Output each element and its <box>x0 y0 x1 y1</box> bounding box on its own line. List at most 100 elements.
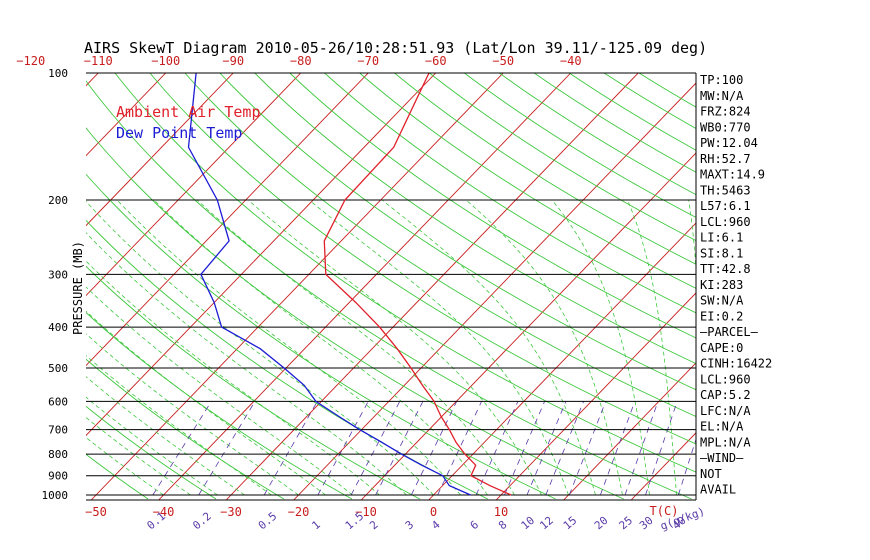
mixing-ratio-line <box>599 401 636 496</box>
pressure-tick-label: 500 <box>48 362 68 375</box>
sounding-index-label: MAXT:14.9 <box>700 168 765 182</box>
top-temperature-axis: −120 −110 −100 −90 −80 −70 −60 −50 −40 <box>16 54 581 68</box>
moist-adiabat-line <box>86 310 326 496</box>
mixing-ratio-line <box>526 401 567 496</box>
sounding-index-label: WB0:770 <box>700 120 751 134</box>
mixing-ratio-label: 0.2 <box>190 510 214 533</box>
top-temp-tick-label: −50 <box>492 54 514 68</box>
moist-adiabat-line <box>86 333 299 496</box>
mixing-ratio-label: 3 <box>403 518 416 532</box>
isotherm-line <box>86 73 437 437</box>
legend-dew-point-temp: Dew Point Temp <box>116 124 242 142</box>
sounding-index-label: KI:283 <box>700 278 743 292</box>
dry-adiabat-line <box>534 73 696 173</box>
sounding-index-label: TP:100 <box>700 73 743 87</box>
moist-adiabat-line <box>86 396 218 496</box>
isotherm-line <box>90 73 504 500</box>
sounding-index-label: AVAIL <box>700 483 736 497</box>
series-line-dew-point-temp <box>187 73 471 496</box>
moist-adiabat-line <box>86 286 353 496</box>
mixing-ratio-line <box>545 401 584 496</box>
mixing-ratio-line <box>410 401 458 496</box>
sounding-index-label: CINH:16422 <box>700 357 772 371</box>
mixing-ratio-line <box>624 401 659 496</box>
moist-adiabat-line <box>86 200 434 496</box>
isotherm-line <box>495 292 696 500</box>
moist-adiabat-line <box>308 199 569 496</box>
moist-adiabat-line <box>86 232 407 496</box>
isotherm-line <box>86 73 167 157</box>
pressure-tick-label: 100 <box>48 67 68 80</box>
sounding-index-label: EI:0.2 <box>700 309 743 323</box>
mixing-ratio-label: 4 <box>429 518 443 532</box>
mixing-ratio-label: 10 <box>519 514 538 532</box>
dry-adiabat-line <box>86 173 556 500</box>
y-axis-label: PRESSURE (MB) <box>71 241 85 335</box>
moist-adiabat-line <box>86 355 272 496</box>
sounding-index-label: RH:52.7 <box>700 152 751 166</box>
dry-adiabat-line <box>429 73 696 242</box>
pressure-tick-label: 200 <box>48 194 68 207</box>
sounding-index-label: TT:42.8 <box>700 262 751 276</box>
isotherm-line <box>225 73 639 500</box>
top-temp-tick-label: −70 <box>357 54 379 68</box>
dry-adiabat-line <box>184 73 696 418</box>
pressure-tick-label: 300 <box>48 268 68 281</box>
mixing-ratio-line <box>375 401 424 496</box>
isotherm-line <box>428 222 696 500</box>
mixing-ratio-line <box>677 437 696 496</box>
top-temp-tick-label: −40 <box>560 54 582 68</box>
sounding-index-label: L57:6.1 <box>700 199 751 213</box>
mixing-ratio-line <box>645 401 678 496</box>
bottom-temp-tick-label: 0 <box>430 505 437 519</box>
isotherm-line <box>86 73 302 297</box>
mixing-ratio-line <box>568 401 607 496</box>
pressure-axis: 100 200 300 400 500 600 700 800 900 1000 <box>42 67 69 502</box>
mixing-ratio-label: 15 <box>561 514 580 532</box>
mixing-ratio-label: 0.5 <box>256 510 280 533</box>
dry-adiabat-line <box>324 73 696 314</box>
pressure-tick-label: 600 <box>48 395 68 408</box>
background-grid <box>86 73 870 500</box>
moist-adiabat-line <box>247 199 542 496</box>
pressure-tick-label: 1000 <box>42 489 69 502</box>
pressure-tick-label: 400 <box>48 321 68 334</box>
mixing-ratio-line <box>152 401 212 496</box>
sounding-index-label: CAP:5.2 <box>700 388 751 402</box>
top-temp-tick-label: −80 <box>290 54 312 68</box>
bottom-temp-tick-label: −20 <box>288 505 310 519</box>
dry-adiabat-line <box>254 73 696 365</box>
top-temp-tick-label: −120 <box>16 54 45 68</box>
dry-adiabat-line <box>149 73 696 445</box>
mixing-ratio-line <box>504 401 545 496</box>
dry-adiabat-line <box>219 73 696 391</box>
top-temp-tick-label: −100 <box>151 54 180 68</box>
dry-adiabat-line <box>499 73 696 196</box>
dry-adiabat-line <box>464 73 696 218</box>
bottom-temp-tick-label: −10 <box>355 505 377 519</box>
mixing-ratio-label: 2 <box>367 518 380 532</box>
mixing-ratio-label: 1 <box>309 518 322 532</box>
sounding-index-label: MPL:N/A <box>700 435 751 449</box>
sounding-index-label: SI:8.1 <box>700 246 743 260</box>
sounding-index-label: SW:N/A <box>700 294 744 308</box>
isotherm-line <box>834 73 870 500</box>
dry-adiabat-line <box>86 405 217 500</box>
sounding-index-label: LI:6.1 <box>700 231 743 245</box>
sounding-index-label: MW:N/A <box>700 89 744 103</box>
mixing-ratio-label: 20 <box>592 514 611 532</box>
isotherm-line <box>360 152 696 500</box>
moist-adiabat-line <box>86 437 164 496</box>
dry-adiabat-line <box>394 73 696 265</box>
bottom-temp-tick-label: −50 <box>85 505 107 519</box>
sounding-index-label: —PARCEL— <box>700 325 759 339</box>
pressure-tick-label: 800 <box>48 448 68 461</box>
dry-adiabat-line <box>568 73 696 151</box>
bottom-temp-tick-label: −40 <box>153 505 175 519</box>
dry-adiabat-line <box>359 73 696 289</box>
sounding-index-label: FRZ:824 <box>700 105 751 119</box>
mixing-ratio-label: 8 <box>496 518 509 532</box>
isotherm-line <box>158 73 572 500</box>
isotherm-line <box>563 362 696 500</box>
